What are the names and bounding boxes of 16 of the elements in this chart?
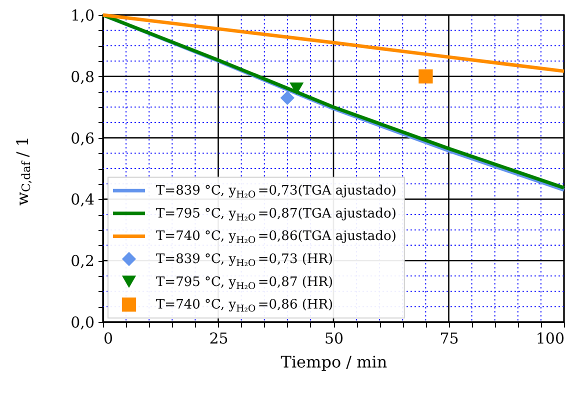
x-tick-label: 100 bbox=[536, 330, 564, 348]
x-axis-title: Tiempo / min bbox=[280, 352, 388, 372]
x-tick-label: 50 bbox=[324, 330, 344, 348]
x-tick-label: 75 bbox=[440, 330, 459, 348]
y-tick-label: 0,4 bbox=[70, 190, 94, 209]
point bbox=[290, 82, 304, 95]
y-tick-label: 0,2 bbox=[70, 252, 94, 270]
y-tick-label: 0,6 bbox=[70, 129, 94, 148]
y-tick-label: 1,0 bbox=[70, 6, 94, 24]
point bbox=[418, 69, 433, 84]
x-tick-label: 25 bbox=[209, 330, 228, 348]
point bbox=[280, 90, 294, 105]
y-axis-title: wC,daf / 1 bbox=[13, 136, 33, 206]
y-tick-label: 0,0 bbox=[70, 314, 94, 332]
y-tick-label: 0,8 bbox=[70, 68, 94, 86]
x-tick-label: 0 bbox=[104, 330, 114, 348]
